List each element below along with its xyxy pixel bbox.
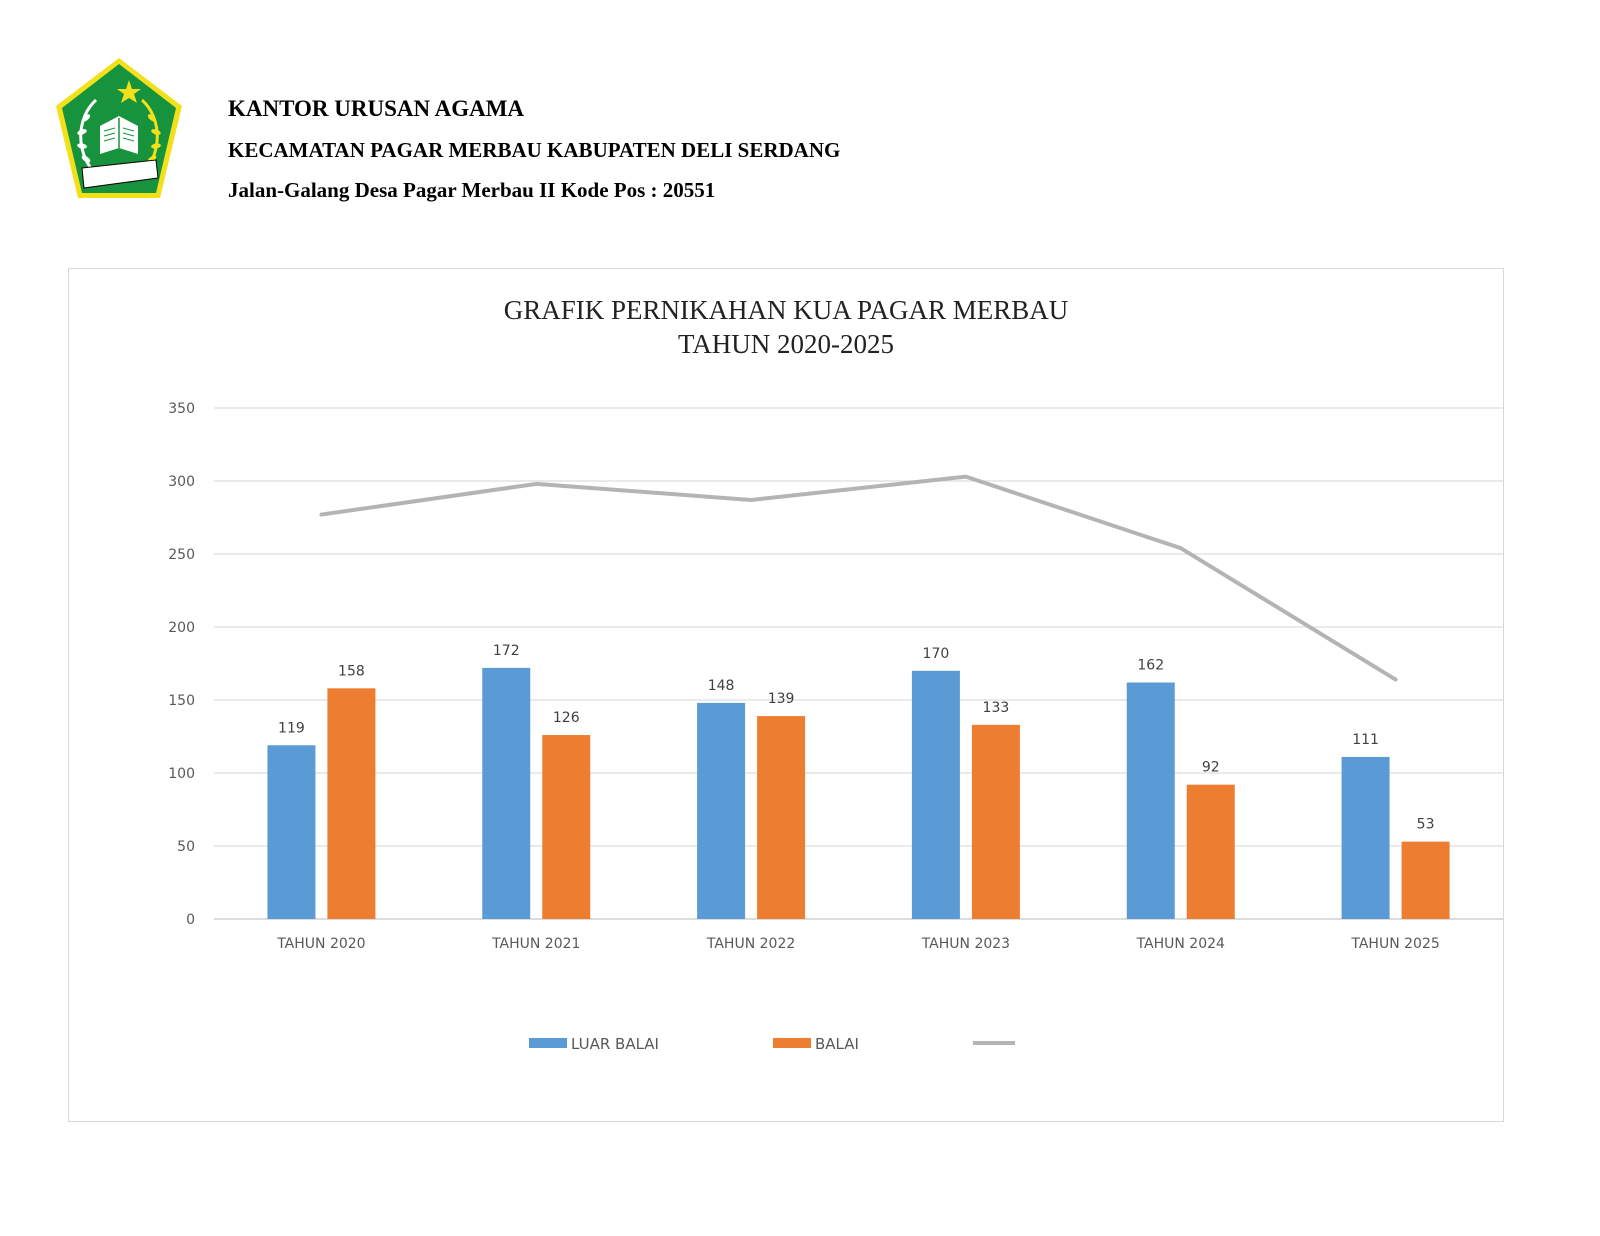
- data-label: 148: [708, 678, 735, 694]
- x-tick-label: TAHUN 2021: [491, 936, 580, 952]
- y-tick-label: 50: [177, 839, 195, 855]
- bar: [1186, 784, 1235, 919]
- y-tick-label: 100: [168, 766, 195, 782]
- bar: [542, 735, 591, 919]
- x-tick-label: TAHUN 2023: [921, 936, 1010, 952]
- x-tick-label: TAHUN 2020: [276, 936, 365, 952]
- data-label: 139: [768, 691, 795, 707]
- legend-swatch: [773, 1038, 811, 1048]
- bar: [327, 688, 376, 919]
- y-tick-label: 0: [186, 912, 195, 928]
- data-label: 162: [1137, 657, 1164, 673]
- bar: [697, 702, 746, 919]
- legend-label: BALAI: [815, 1035, 859, 1053]
- data-label: 133: [983, 700, 1010, 716]
- x-tick-label: TAHUN 2024: [1136, 936, 1225, 952]
- data-label: 92: [1202, 760, 1220, 776]
- office-name: KANTOR URUSAN AGAMA: [228, 96, 525, 121]
- x-tick-label: TAHUN 2022: [706, 936, 795, 952]
- y-tick-label: 250: [168, 547, 195, 563]
- data-label: 172: [493, 643, 520, 659]
- bar: [482, 667, 531, 919]
- x-tick-label: TAHUN 2025: [1350, 936, 1439, 952]
- bar: [267, 745, 316, 919]
- data-label: 111: [1352, 732, 1379, 748]
- legend-label: LUAR BALAI: [571, 1035, 659, 1053]
- y-tick-label: 350: [168, 401, 195, 417]
- chart-subtitle: TAHUN 2020-2025: [677, 329, 895, 359]
- chart-title: GRAFIK PERNIKAHAN KUA PAGAR MERBAU: [503, 295, 1069, 325]
- chart-area: GRAFIK PERNIKAHAN KUA PAGAR MERBAU TAHUN…: [68, 268, 1504, 1122]
- data-label: 119: [278, 720, 305, 736]
- letterhead: KANTOR URUSAN AGAMA KECAMATAN PAGAR MERB…: [54, 56, 1054, 216]
- series-line: [319, 474, 1398, 682]
- bar: [971, 724, 1020, 919]
- y-tick-label: 150: [168, 693, 195, 709]
- y-tick-label: 300: [168, 474, 195, 490]
- chart-plot: 0 50 100 150 200 250 300 350 TAHUN 2020 TAHUN 202…: [168, 401, 1503, 1053]
- data-label: 158: [338, 663, 365, 679]
- office-address: Jalan-Galang Desa Pagar Merbau II Kode P…: [228, 178, 716, 202]
- data-label: 53: [1417, 817, 1435, 833]
- legend-swatch: [529, 1038, 567, 1048]
- y-tick-label: 200: [168, 620, 195, 636]
- data-label: 170: [923, 646, 950, 662]
- bar: [911, 670, 960, 919]
- bar: [1341, 756, 1390, 919]
- office-district: KECAMATAN PAGAR MERBAU KABUPATEN DELI SE…: [228, 138, 841, 162]
- bar: [757, 716, 806, 919]
- bar: [1401, 841, 1450, 919]
- kemenag-logo: [56, 58, 182, 198]
- data-label: 126: [553, 710, 580, 726]
- bar: [1126, 682, 1175, 919]
